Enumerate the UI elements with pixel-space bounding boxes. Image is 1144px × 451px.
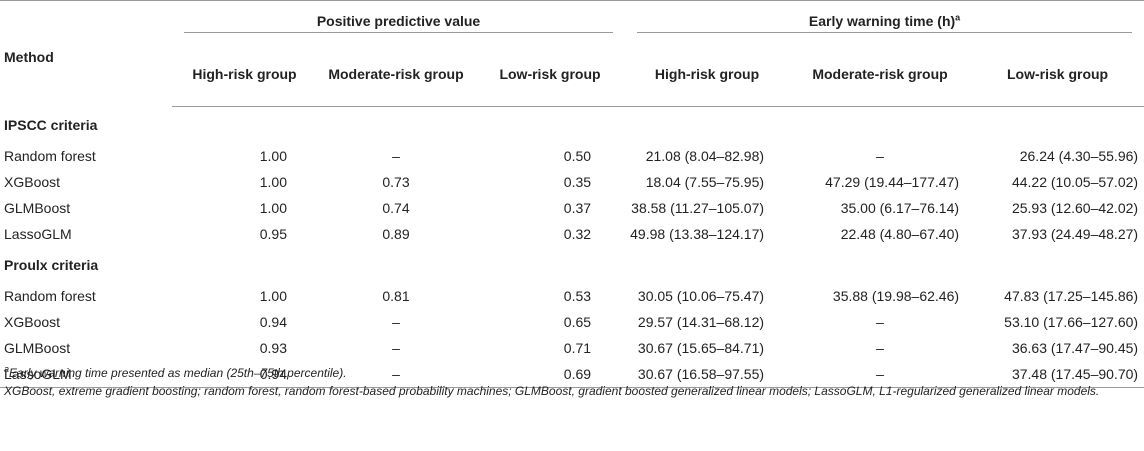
- value-cell: –: [392, 314, 400, 330]
- method-cell: LassoGLM: [4, 226, 72, 242]
- value-cell: 0.65: [563, 314, 592, 330]
- value-cell: 29.57 (14.31–68.12): [637, 314, 765, 330]
- value-cell: 35.88 (19.98–62.46): [832, 288, 960, 304]
- value-cell: –: [392, 340, 400, 356]
- ppv-header-rule: [184, 32, 614, 33]
- value-cell: 47.83 (17.25–145.86): [1004, 288, 1139, 304]
- table-row: Random forest 1.00 0.81 0.53 30.05 (10.0…: [0, 283, 1144, 309]
- subheader-ewt-high: High-risk group: [625, 42, 790, 107]
- ewt-footnote-mark: a: [955, 12, 961, 23]
- value-cell: 0.94: [259, 314, 287, 330]
- value-cell: 0.50: [563, 148, 592, 164]
- abbreviations-note: XGBoost, extreme gradient boosting; rand…: [4, 384, 1100, 398]
- subheader-ewt-low: Low-risk group: [971, 42, 1144, 107]
- value-cell: –: [876, 148, 884, 164]
- method-header: Method: [0, 0, 172, 107]
- section-title: IPSCC criteria: [4, 117, 98, 133]
- value-cell: 0.32: [563, 226, 592, 242]
- value-cell: 49.98 (13.38–124.17): [630, 226, 765, 242]
- value-cell: 26.24 (4.30–55.96): [1019, 148, 1139, 164]
- value-cell: 53.10 (17.66–127.60): [1004, 314, 1139, 330]
- value-cell: 22.48 (4.80–67.40): [840, 226, 960, 242]
- footnote-text: Early warning time presented as median (…: [9, 366, 347, 380]
- value-cell: 0.73: [382, 174, 410, 190]
- value-cell: 0.81: [382, 288, 410, 304]
- value-cell: 25.93 (12.60–42.02): [1011, 200, 1139, 216]
- subheader-ppv-low: Low-risk group: [475, 42, 626, 107]
- value-cell: 44.22 (10.05–57.02): [1011, 174, 1139, 190]
- value-cell: –: [876, 340, 884, 356]
- section-row-proulx: Proulx criteria: [0, 247, 1144, 283]
- value-cell: 1.00: [259, 174, 287, 190]
- method-cell: Random forest: [4, 148, 96, 164]
- header-row-group: Method Positive predictive value Early w…: [0, 0, 1144, 107]
- value-cell: 0.69: [475, 361, 626, 388]
- method-cell: LassoGLM: [0, 361, 172, 388]
- ppv-header-label: Positive predictive value: [316, 13, 481, 29]
- method-cell: Random forest: [4, 288, 96, 304]
- value-cell: 18.04 (7.55–75.95): [645, 174, 765, 190]
- value-cell: 0.53: [563, 288, 592, 304]
- table-notes: aEarly warning time presented as median …: [4, 364, 1140, 400]
- footnote: aEarly warning time presented as median …: [4, 364, 1140, 382]
- table-row: XGBoost 0.94 – 0.65 29.57 (14.31–68.12) …: [0, 309, 1144, 335]
- value-cell: –: [392, 148, 400, 164]
- results-table: Method Positive predictive value Early w…: [0, 0, 1144, 388]
- value-cell: 38.58 (11.27–105.07): [631, 200, 765, 216]
- ewt-header: Early warning time (h)a: [625, 0, 1144, 42]
- method-cell: XGBoost: [4, 174, 61, 190]
- value-cell: 36.63 (17.47–90.45): [1011, 340, 1139, 356]
- value-cell: 30.67 (15.65–84.71): [637, 340, 765, 356]
- table-row: GLMBoost 0.93 – 0.71 30.67 (15.65–84.71)…: [0, 335, 1144, 361]
- value-cell: –: [317, 361, 475, 388]
- value-cell: 0.93: [259, 340, 287, 356]
- section-row-ipscc: IPSCC criteria: [0, 107, 1144, 144]
- value-cell: 0.89: [382, 226, 410, 242]
- table-row: LassoGLM 0.94 – 0.69 30.67 (16.58–97.55)…: [0, 361, 1144, 388]
- value-cell: 35.00 (6.17–76.14): [840, 200, 960, 216]
- section-title: Proulx criteria: [4, 257, 99, 273]
- header-row-sub: High-risk group Moderate-risk group Low-…: [0, 42, 1144, 107]
- subheader-ewt-moderate: Moderate-risk group: [789, 42, 972, 107]
- value-cell: 0.35: [563, 174, 592, 190]
- value-cell: 0.94: [172, 361, 317, 388]
- value-cell: 47.29 (19.44–177.47): [825, 174, 960, 190]
- table-row: GLMBoost 1.00 0.74 0.37 38.58 (11.27–105…: [0, 195, 1144, 221]
- method-cell: XGBoost: [4, 314, 61, 330]
- value-cell: –: [876, 314, 884, 330]
- value-cell: 37.93 (24.49–48.27): [1011, 226, 1139, 242]
- value-cell: 1.00: [259, 288, 287, 304]
- subheader-ppv-moderate: Moderate-risk group: [317, 42, 475, 107]
- value-cell: 30.67 (16.58–97.55): [625, 361, 790, 388]
- value-cell: 1.00: [259, 148, 287, 164]
- value-cell: 0.37: [563, 200, 592, 216]
- ewt-header-rule: [637, 32, 1133, 33]
- value-cell: 30.05 (10.06–75.47): [637, 288, 765, 304]
- table-row: LassoGLM 0.95 0.89 0.32 49.98 (13.38–124…: [0, 221, 1144, 247]
- subheader-ppv-high: High-risk group: [172, 42, 317, 107]
- method-cell: GLMBoost: [4, 200, 71, 216]
- value-cell: 37.48 (17.45–90.70): [971, 361, 1144, 388]
- value-cell: 21.08 (8.04–82.98): [645, 148, 765, 164]
- value-cell: 0.95: [259, 226, 287, 242]
- ppv-header: Positive predictive value: [172, 0, 626, 42]
- method-cell: GLMBoost: [4, 340, 71, 356]
- footnote-mark: a: [4, 364, 10, 374]
- value-cell: 1.00: [259, 200, 287, 216]
- table-row: XGBoost 1.00 0.73 0.35 18.04 (7.55–75.95…: [0, 169, 1144, 195]
- value-cell: 0.71: [563, 340, 592, 356]
- ewt-header-label: Early warning time (h): [808, 13, 956, 29]
- table-row: Random forest 1.00 – 0.50 21.08 (8.04–82…: [0, 143, 1144, 169]
- value-cell: –: [789, 361, 972, 388]
- value-cell: 0.74: [382, 200, 410, 216]
